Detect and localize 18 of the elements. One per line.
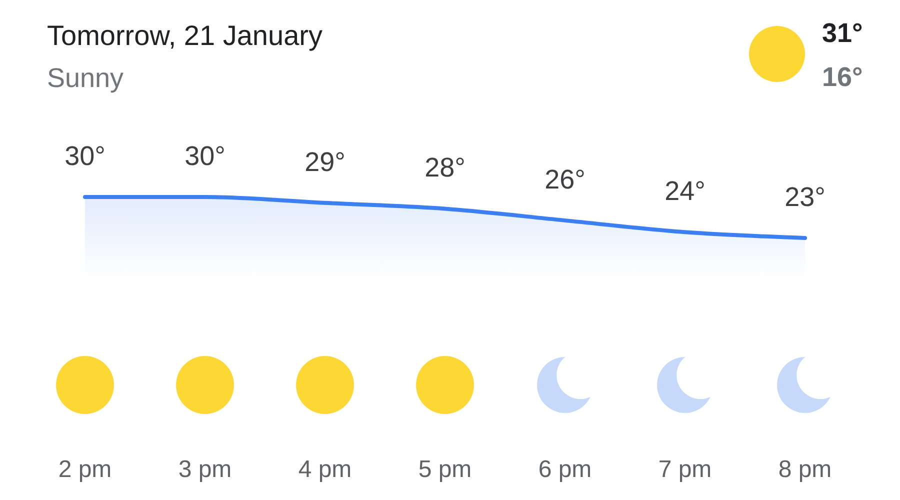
x-tick-label: 3 pm: [178, 456, 232, 483]
text: 31°: [822, 18, 863, 48]
x-tick-label: 5 pm: [418, 456, 472, 483]
chart-title: Tomorrow, 21 January: [47, 20, 322, 51]
data-label: 30°: [184, 141, 226, 171]
x-tick-label: 8 pm: [778, 456, 832, 483]
data-label: 29°: [304, 146, 346, 177]
data-label: 23°: [784, 182, 826, 212]
x-tick-label: 4 pm: [298, 456, 352, 483]
x-tick-label: 7 pm: [658, 456, 712, 483]
data-label: 28°: [424, 152, 466, 183]
chart-subtitle: Sunny: [47, 63, 124, 93]
x-tick-label: 6 pm: [538, 456, 592, 483]
x-tick-label: 2 pm: [58, 456, 112, 483]
data-label: 30°: [64, 141, 106, 171]
text: 16°: [822, 62, 863, 92]
data-label: 24°: [664, 176, 706, 206]
data-label: 26°: [544, 164, 586, 194]
